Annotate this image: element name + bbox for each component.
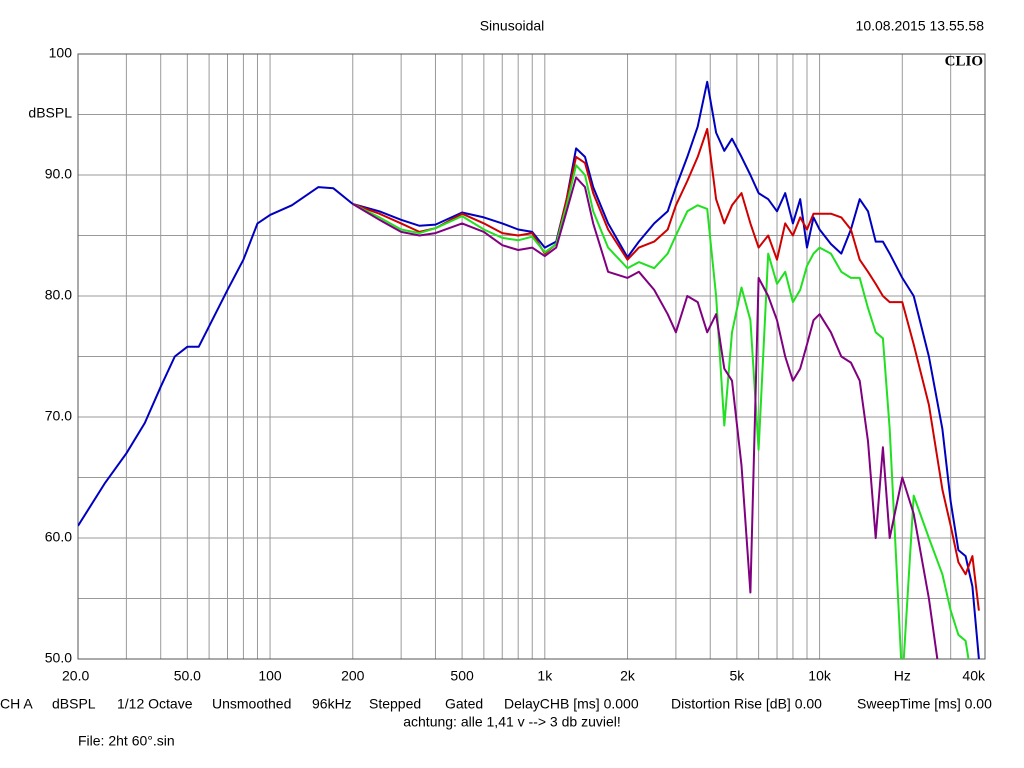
y-tick-label: 70.0 [45,408,72,424]
setting-label: Gated [445,696,483,712]
response-curve [352,164,970,659]
x-tick-label: 2k [620,668,636,684]
note: achtung: alle 1,41 v --> 3 db zuviel! [403,714,621,730]
y-tick-label: 80.0 [45,287,72,303]
file-name: File: 2ht 60°.sin [78,733,175,749]
setting-label: Stepped [369,696,421,712]
setting-label: Unsmoothed [212,696,291,712]
x-tick-label: 500 [450,668,474,684]
x-tick-label: 10k [808,668,832,684]
y-axis-label: dBSPL [28,105,72,121]
chart-title: Sinusoidal [480,18,545,34]
y-tick-label: 90.0 [45,166,72,182]
setting-label: SweepTime [ms] 0.00 [857,696,992,712]
x-tick-label: 50.0 [174,668,201,684]
x-tick-label: Hz [894,668,911,684]
y-tick-label: 60.0 [45,529,72,545]
setting-label: CH A [0,696,33,712]
plot-frame [77,53,986,660]
timestamp: 10.08.2015 13.55.58 [856,18,985,34]
x-tick-label: 20.0 [62,668,89,684]
x-tick-label: 100 [258,668,282,684]
setting-label: dBSPL [52,696,96,712]
response-curve [352,176,939,659]
setting-label: 96kHz [312,696,352,712]
y-tick-label: 100 [49,45,73,61]
x-tick-label: 1k [537,668,553,684]
x-tick-label: 5k [729,668,745,684]
brand-logo: CLIO [945,53,983,69]
plot-lines [78,80,980,659]
y-tick-label: 50.0 [45,650,72,666]
x-tick-label: 200 [341,668,365,684]
response-curve [352,128,980,611]
setting-label: DelayCHB [ms] 0.000 [504,696,639,712]
setting-label: Distortion Rise [dB] 0.00 [671,696,822,712]
response-curve [78,80,980,659]
setting-label: 1/12 Octave [117,696,193,712]
x-tick-label: 40k [962,668,986,684]
